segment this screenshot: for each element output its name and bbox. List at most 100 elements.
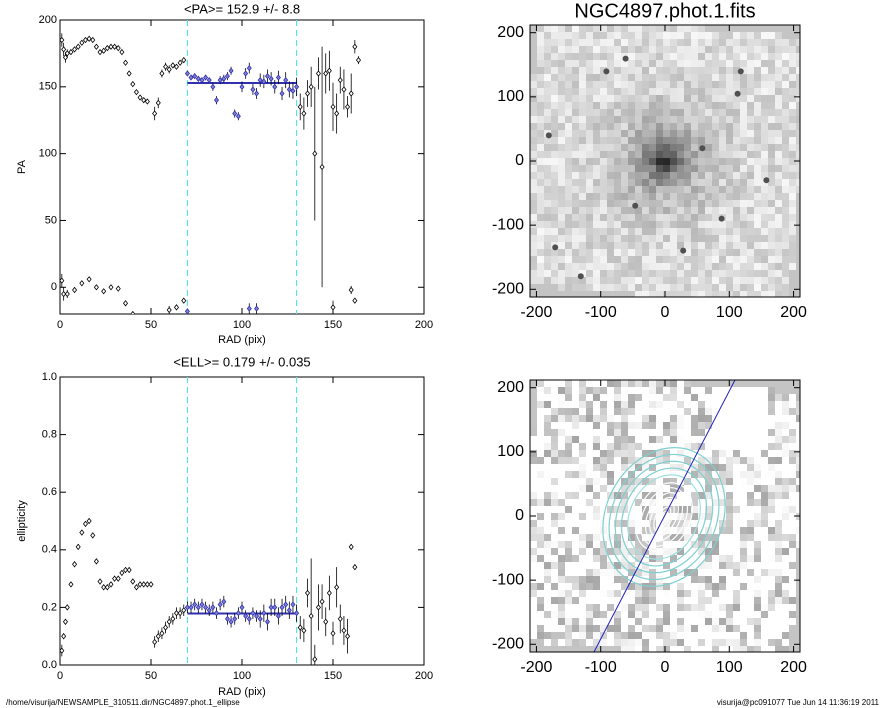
- pixel: [530, 116, 537, 123]
- pixel: [649, 193, 656, 200]
- pixel: [733, 186, 740, 193]
- pixel: [544, 632, 551, 639]
- pixel: [747, 95, 754, 102]
- pixel: [586, 499, 593, 506]
- pixel: [691, 214, 698, 221]
- pixel: [796, 144, 800, 151]
- pixel: [656, 74, 663, 81]
- pixel: [565, 534, 572, 541]
- pixel: [740, 639, 747, 646]
- pixel: [782, 632, 789, 639]
- pixel: [670, 415, 677, 422]
- pixel: [705, 485, 712, 492]
- pixel: [614, 116, 621, 123]
- pixel: [544, 172, 551, 179]
- pixel: [565, 562, 572, 569]
- pixel: [579, 632, 586, 639]
- pixel: [698, 179, 705, 186]
- pixel: [600, 387, 607, 394]
- pixel: [600, 597, 607, 604]
- x-axis-label: RAD (pix): [218, 334, 266, 346]
- pixel: [677, 478, 684, 485]
- pixel: [677, 506, 684, 513]
- pixel: [663, 46, 670, 53]
- pixel: [586, 485, 593, 492]
- pixel: [628, 270, 635, 277]
- pixel: [628, 249, 635, 256]
- pixel: [789, 60, 796, 67]
- pixel: [530, 562, 537, 569]
- pixel: [635, 485, 642, 492]
- pixel: [670, 74, 677, 81]
- footer-info: visurija@pc091077 Tue Jun 14 11:36:19 20…: [717, 698, 880, 707]
- pixel: [761, 60, 768, 67]
- pixel: [649, 151, 656, 158]
- pixel: [565, 179, 572, 186]
- pixel: [698, 95, 705, 102]
- pixel: [586, 471, 593, 478]
- pixel: [677, 618, 684, 625]
- pixel: [663, 457, 670, 464]
- pixel: [684, 618, 691, 625]
- pixel: [747, 527, 754, 534]
- pixel: [614, 471, 621, 478]
- pixel: [768, 39, 775, 46]
- pixel: [712, 422, 719, 429]
- pixel: [544, 256, 551, 263]
- pixel: [726, 555, 733, 562]
- pixel: [642, 499, 649, 506]
- pixel: [663, 471, 670, 478]
- pixel: [768, 158, 775, 165]
- pixel: [691, 291, 698, 297]
- pixel: [530, 95, 537, 102]
- pixel: [621, 429, 628, 436]
- pixel: [698, 249, 705, 256]
- pixel: [796, 67, 800, 74]
- pixel: [621, 144, 628, 151]
- pixel: [558, 436, 565, 443]
- data-point: [137, 581, 143, 588]
- pixel: [677, 158, 684, 165]
- pixel: [761, 165, 768, 172]
- pixel: [579, 74, 586, 81]
- star: [552, 244, 559, 251]
- data-point: [246, 615, 252, 623]
- pixel: [796, 485, 800, 492]
- pixel: [705, 646, 712, 652]
- pixel: [726, 618, 733, 625]
- pixel: [761, 95, 768, 102]
- pixel: [614, 179, 621, 186]
- pixel: [691, 25, 698, 32]
- pixel: [593, 130, 600, 137]
- pixel: [551, 548, 558, 555]
- pixel: [712, 74, 719, 81]
- data-point: [232, 110, 238, 117]
- pixel: [537, 200, 544, 207]
- pixel: [684, 165, 691, 172]
- pixel: [572, 548, 579, 555]
- pixel: [796, 46, 800, 53]
- pixel: [642, 228, 649, 235]
- pixel: [705, 492, 712, 499]
- pixel: [677, 291, 684, 297]
- pixel: [733, 576, 740, 583]
- pixel: [740, 583, 747, 590]
- pixel: [593, 88, 600, 95]
- pixel: [572, 67, 579, 74]
- pixel: [593, 520, 600, 527]
- pixel: [663, 597, 670, 604]
- pixel: [719, 200, 726, 207]
- pixel: [761, 235, 768, 242]
- pixel: [628, 618, 635, 625]
- pixel: [572, 590, 579, 597]
- pixel: [761, 172, 768, 179]
- pixel: [663, 583, 670, 590]
- pixel: [544, 270, 551, 277]
- pixel: [747, 67, 754, 74]
- pixel: [656, 401, 663, 408]
- pixel: [572, 137, 579, 144]
- pixel: [719, 499, 726, 506]
- pixel: [656, 137, 663, 144]
- pixel: [628, 130, 635, 137]
- pixel: [579, 548, 586, 555]
